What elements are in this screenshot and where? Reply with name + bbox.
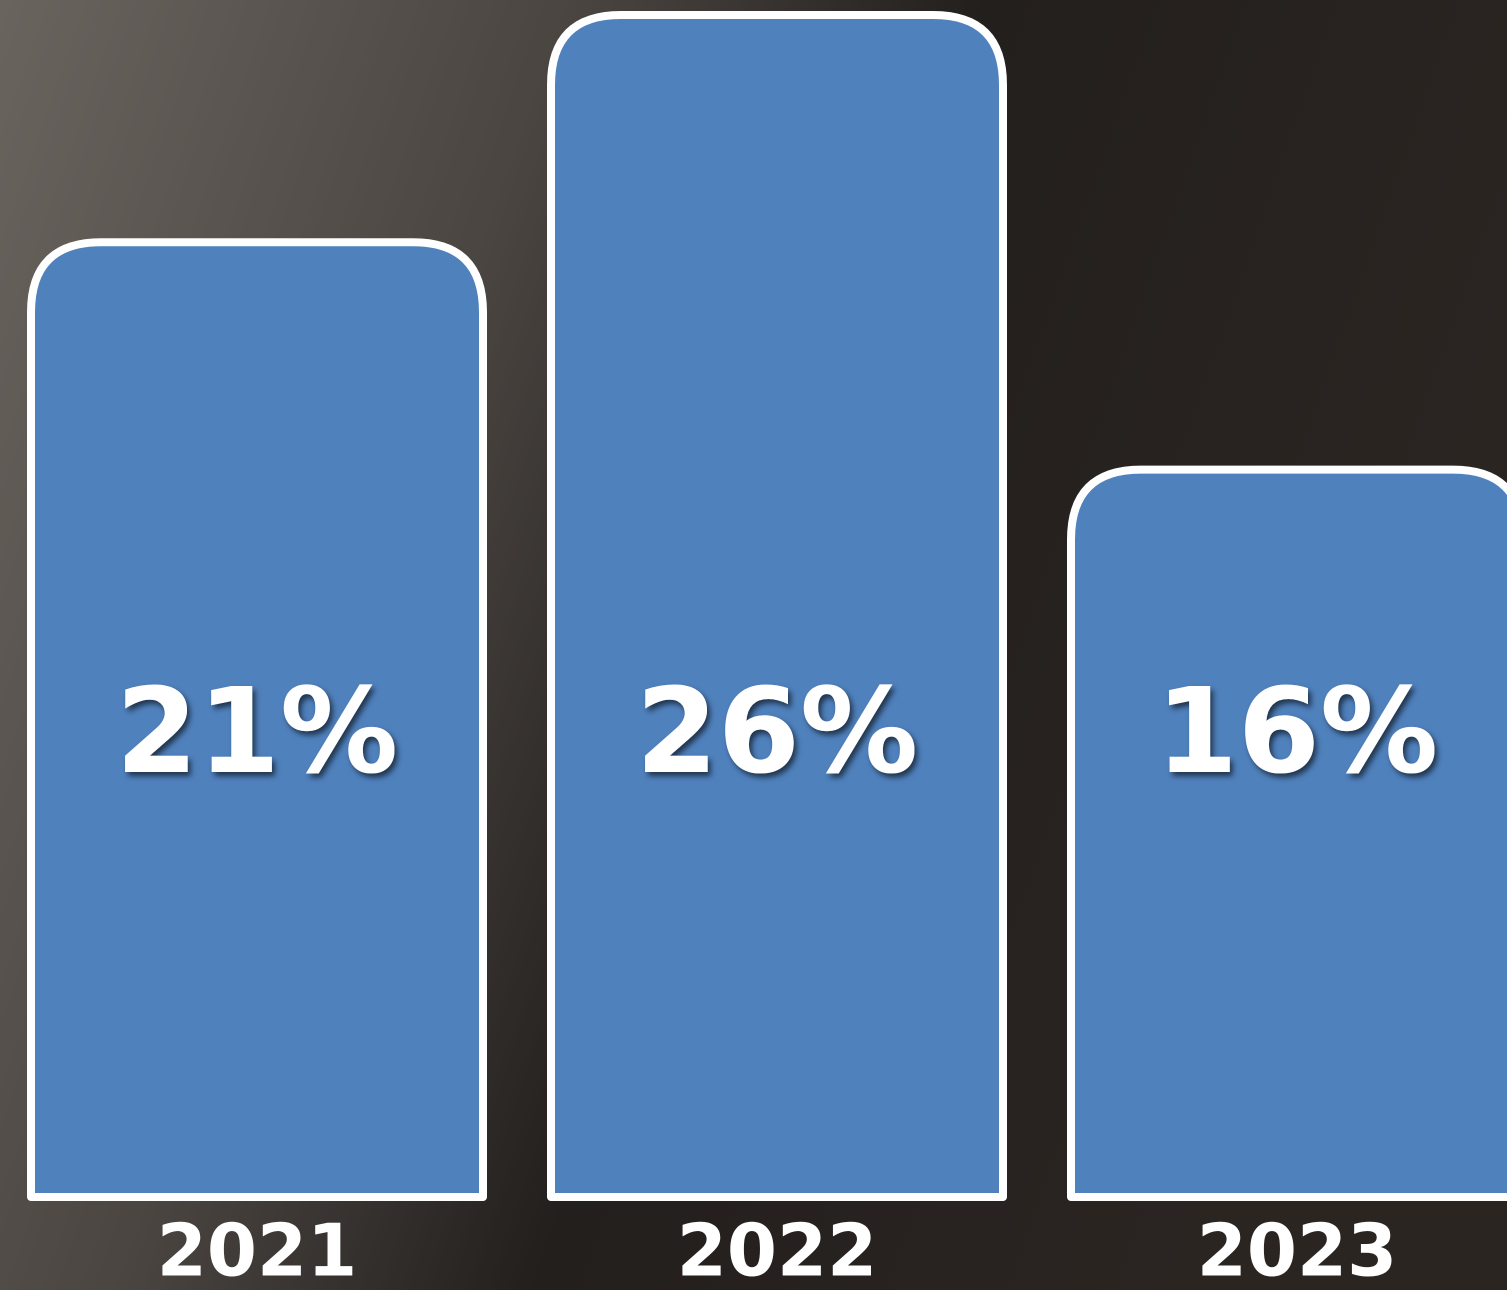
bar — [547, 11, 1007, 1201]
value-label: 16% — [1156, 662, 1438, 800]
x-tick-label: 2021 — [157, 1209, 357, 1290]
bar — [1067, 465, 1507, 1201]
bar — [27, 238, 487, 1201]
x-tick-label: 2022 — [677, 1209, 877, 1290]
x-tick-label: 2023 — [1197, 1209, 1397, 1290]
value-label: 26% — [636, 662, 918, 800]
value-label: 21% — [116, 662, 398, 800]
